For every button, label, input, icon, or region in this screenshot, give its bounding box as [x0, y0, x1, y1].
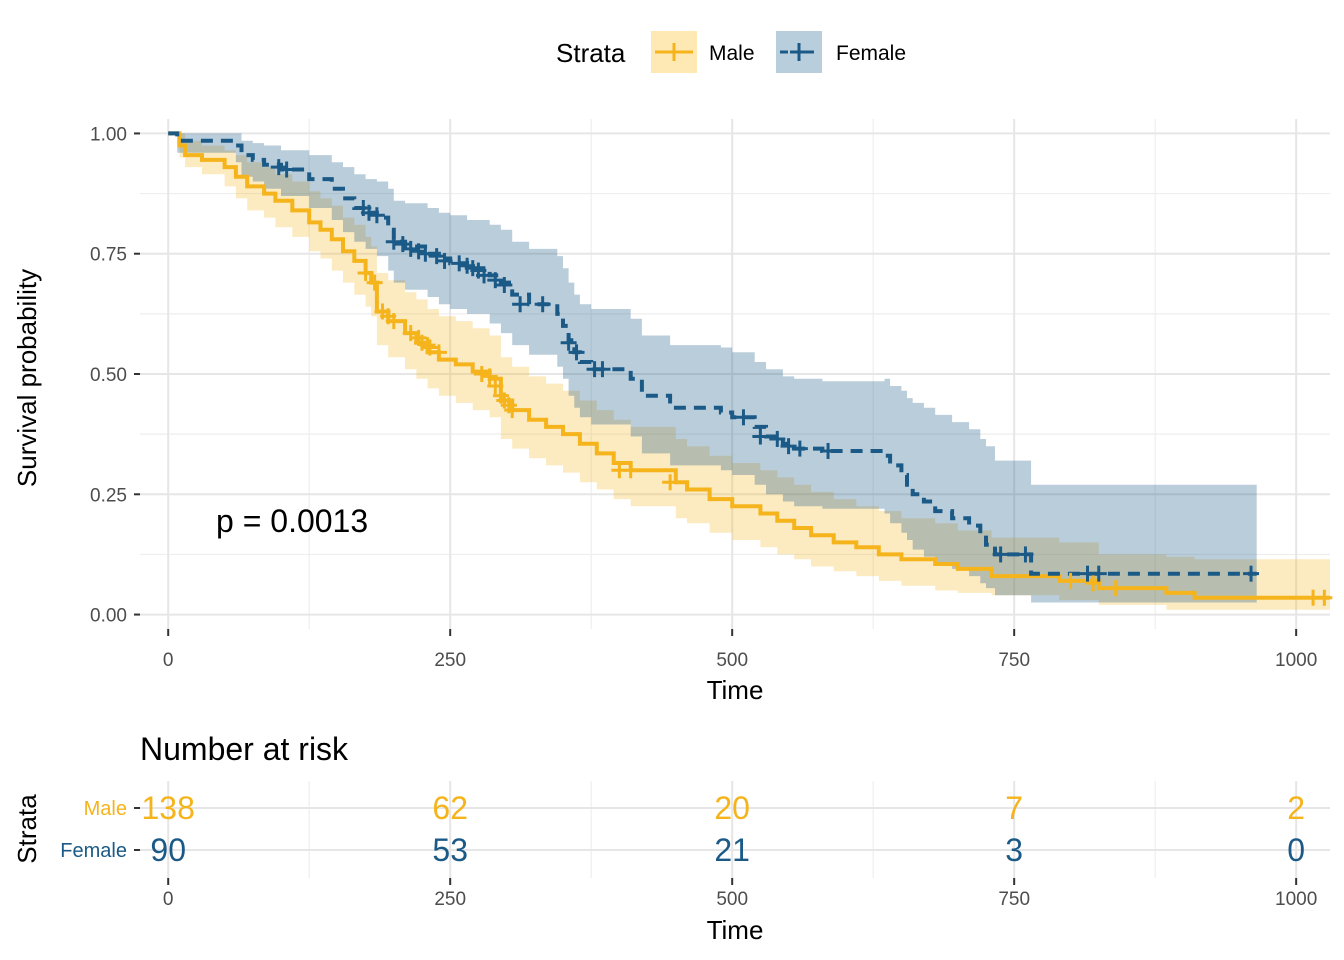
censor-mark-male — [662, 474, 679, 491]
legend-item-male: Male — [651, 31, 755, 73]
censor-mark-male — [1085, 575, 1102, 592]
x-tick-label: 1000 — [1275, 650, 1317, 671]
censor-mark-male — [487, 378, 504, 395]
censor-mark-female — [1017, 546, 1034, 563]
risk-table-grid — [140, 781, 1330, 878]
x-axis: 0 250 500 750 1000 — [163, 629, 1317, 671]
risk-count-male: 2 — [1287, 790, 1305, 826]
risk-count-female: 53 — [432, 832, 468, 868]
main-grid — [140, 119, 1330, 629]
x-axis-title: Time — [707, 675, 764, 705]
censor-mark-female — [278, 161, 295, 178]
risk-count-female: 0 — [1287, 832, 1305, 868]
censor-mark-female — [368, 207, 385, 224]
risk-count-female: 21 — [714, 832, 750, 868]
censor-mark-female — [1090, 565, 1107, 582]
censor-mark-female — [512, 296, 529, 313]
censor-marks — [270, 159, 1333, 606]
risk-x-tick-label: 750 — [998, 889, 1030, 910]
p-value-label: p = 0.0013 — [216, 503, 368, 539]
censor-mark-male — [421, 339, 438, 356]
confidence-band-male — [168, 133, 1331, 610]
censor-mark-female — [820, 442, 837, 459]
y-axis-title: Survival probability — [12, 269, 42, 487]
censor-mark-female — [594, 361, 611, 378]
censor-mark-female — [385, 233, 402, 250]
censor-mark-female — [402, 240, 419, 257]
risk-row-label-male: Male — [84, 798, 127, 820]
censor-mark-male — [419, 337, 436, 354]
risk-table-x-title: Time — [707, 915, 764, 945]
x-tick-label: 500 — [716, 650, 748, 671]
censor-mark-female — [487, 272, 504, 289]
x-tick-label: 750 — [998, 650, 1030, 671]
x-tick-label: 0 — [163, 650, 174, 671]
censor-mark-female — [752, 428, 769, 445]
censor-mark-female — [791, 440, 808, 457]
censor-mark-female — [417, 245, 434, 262]
censor-mark-female — [780, 438, 797, 455]
legend-title: Strata — [556, 38, 626, 68]
risk-x-tick-label: 250 — [434, 889, 466, 910]
censor-mark-male — [1107, 580, 1124, 597]
censor-mark-female — [735, 409, 752, 426]
risk-row-label-female: Female — [60, 840, 127, 862]
y-tick-label: 1.00 — [90, 124, 127, 145]
risk-x-tick-label: 500 — [716, 889, 748, 910]
legend-item-female: Female — [776, 31, 906, 73]
censor-mark-female — [476, 267, 493, 284]
censor-mark-male — [481, 368, 498, 385]
confidence-band-female — [168, 133, 1257, 603]
censor-mark-female — [360, 204, 377, 221]
legend-label-male: Male — [709, 42, 755, 65]
censor-mark-male — [622, 462, 639, 479]
legend: Strata Male Female — [556, 31, 906, 73]
censor-mark-female — [270, 159, 287, 176]
risk-count-male: 20 — [714, 790, 750, 826]
risk-count-male: 7 — [1005, 790, 1023, 826]
censor-mark-female — [769, 430, 786, 447]
y-tick-label: 0.75 — [90, 245, 127, 266]
survival-curve-female — [168, 131, 1257, 576]
risk-table-y-title: Strata — [12, 794, 42, 864]
risk-x-tick-label: 1000 — [1275, 889, 1317, 910]
y-tick-label: 0.50 — [90, 365, 127, 386]
y-axis: 0.00 0.25 0.50 0.75 1.00 — [90, 124, 140, 627]
y-tick-label: 0.25 — [90, 485, 127, 506]
risk-count-female: 3 — [1005, 832, 1023, 868]
risk-count-male: 138 — [142, 790, 195, 826]
censor-mark-female — [560, 334, 577, 351]
censor-mark-male — [430, 344, 447, 361]
censor-mark-male — [1062, 572, 1079, 589]
risk-count-female: 90 — [150, 832, 186, 868]
censor-mark-male — [473, 366, 490, 382]
risk-table-title: Number at risk — [140, 731, 349, 767]
censor-mark-female — [1243, 565, 1260, 582]
censor-mark-female — [568, 344, 585, 361]
censor-mark-female — [451, 255, 468, 272]
censor-mark-female — [496, 276, 513, 293]
confidence-bands — [168, 133, 1331, 610]
legend-label-female: Female — [836, 42, 906, 65]
risk-table: Male 138 62 20 7 2 Female 90 53 21 3 0 0 250 500 750 100… — [60, 790, 1317, 910]
censor-mark-female — [534, 296, 551, 313]
risk-x-tick-label: 0 — [163, 889, 174, 910]
risk-count-male: 62 — [432, 790, 468, 826]
censor-mark-male — [1316, 589, 1333, 606]
censor-mark-female — [436, 252, 453, 269]
censor-mark-male — [357, 264, 374, 281]
censor-mark-male — [385, 313, 402, 330]
censor-mark-female — [992, 546, 1009, 563]
censor-mark-male — [504, 402, 521, 419]
censor-mark-male — [366, 274, 383, 291]
y-tick-label: 0.00 — [90, 606, 127, 627]
x-tick-label: 250 — [434, 650, 466, 671]
